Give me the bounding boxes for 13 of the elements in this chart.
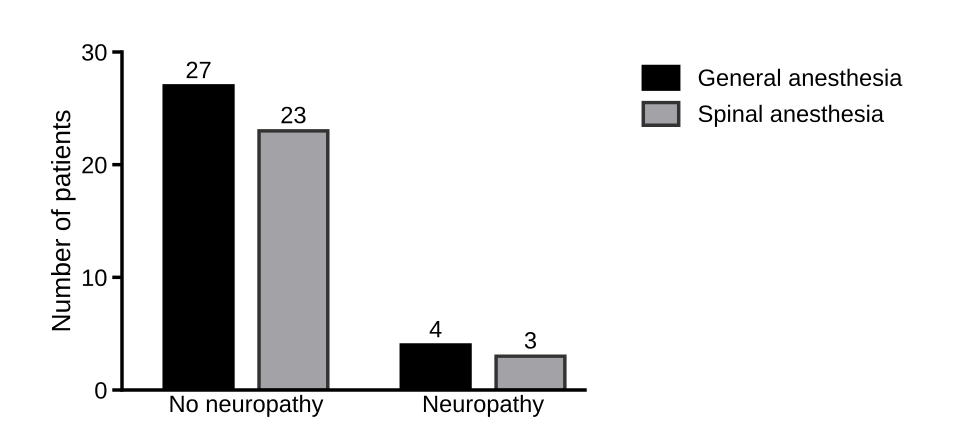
legend-label: Spinal anesthesia [698, 104, 884, 127]
y-tick-label: 30 [82, 44, 106, 61]
data-label: 23 [281, 106, 306, 124]
x-tick-label: No neuropathy [170, 394, 324, 417]
x-tick-label: Neuropathy [424, 394, 544, 417]
y-tick-label: 20 [82, 156, 106, 174]
y-tick-label: 10 [82, 269, 106, 286]
data-label: 27 [186, 62, 211, 78]
y-axis-title: Number of patients [51, 110, 76, 330]
y-tick-label: 0 [95, 382, 106, 399]
data-label: 4 [430, 321, 442, 338]
legend-label: General anesthesia [698, 68, 902, 86]
data-label: 3 [524, 332, 536, 349]
